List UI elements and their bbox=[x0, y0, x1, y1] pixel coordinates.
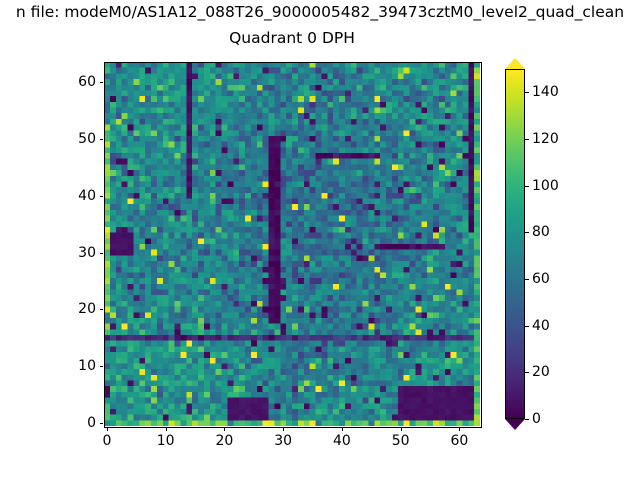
colorbar-body bbox=[505, 69, 525, 419]
colorbar-tick-mark bbox=[525, 92, 529, 94]
colorbar-tick-mark bbox=[525, 185, 529, 187]
y-tick-label: 20 bbox=[78, 301, 96, 318]
heatmap-plot-area bbox=[104, 62, 480, 426]
x-tick-label: 50 bbox=[391, 433, 410, 449]
x-tick-mark bbox=[341, 427, 343, 431]
colorbar-extend-max-arrow-icon bbox=[505, 58, 525, 69]
y-tick-label: 60 bbox=[78, 73, 96, 90]
y-tick-label: 40 bbox=[78, 187, 96, 204]
colorbar-tick-mark bbox=[525, 232, 529, 234]
x-tick-mark bbox=[459, 427, 461, 431]
x-tick-mark bbox=[283, 427, 285, 431]
axes-title: Quadrant 0 DPH bbox=[229, 29, 355, 47]
colorbar-tick-mark bbox=[525, 325, 529, 327]
y-tick-mark bbox=[99, 138, 103, 140]
heatmap-image bbox=[104, 62, 480, 426]
x-tick-label: 30 bbox=[274, 433, 293, 449]
y-tick-mark bbox=[99, 81, 103, 83]
colorbar-tick-label: 80 bbox=[532, 224, 550, 241]
y-tick-label: 50 bbox=[78, 130, 96, 147]
colorbar-tick-mark bbox=[525, 419, 529, 420]
colorbar-tick-label: 120 bbox=[532, 131, 559, 147]
x-tick-mark bbox=[106, 427, 108, 431]
figure-suptitle: n file: modeM0/AS1A12_088T26_9000005482_… bbox=[15, 3, 625, 21]
colorbar-tick-label: 20 bbox=[532, 364, 550, 381]
x-tick-mark bbox=[224, 427, 226, 431]
x-tick-mark bbox=[165, 427, 167, 431]
x-tick-label: 60 bbox=[450, 433, 469, 449]
y-tick-mark bbox=[99, 252, 103, 254]
colorbar-tick-mark bbox=[525, 139, 529, 140]
colorbar-extend-min-arrow-icon bbox=[505, 419, 525, 430]
x-tick-label: 20 bbox=[215, 433, 234, 449]
colorbar-tick-mark bbox=[525, 279, 529, 280]
y-tick-label: 0 bbox=[87, 415, 96, 432]
y-tick-mark bbox=[99, 309, 103, 311]
colorbar-gradient bbox=[505, 69, 525, 419]
colorbar: 140 120 100 80 60 40 20 0 bbox=[505, 58, 559, 430]
colorbar-tick-label: 0 bbox=[532, 411, 541, 427]
colorbar-tick-label: 60 bbox=[532, 271, 550, 287]
y-tick-label: 30 bbox=[78, 244, 96, 261]
colorbar-tick-label: 140 bbox=[532, 84, 559, 101]
x-tick-mark bbox=[400, 427, 402, 431]
y-tick-mark bbox=[99, 423, 103, 425]
y-tick-label: 10 bbox=[78, 358, 96, 375]
y-tick-mark bbox=[99, 366, 103, 368]
x-tick-label: 10 bbox=[156, 433, 175, 449]
x-tick-label: 0 bbox=[102, 433, 112, 449]
x-tick-label: 40 bbox=[333, 433, 351, 449]
colorbar-tick-mark bbox=[525, 372, 529, 374]
colorbar-tick-label: 40 bbox=[532, 317, 550, 334]
y-tick-mark bbox=[99, 195, 103, 197]
colorbar-tick-label: 100 bbox=[532, 177, 559, 194]
